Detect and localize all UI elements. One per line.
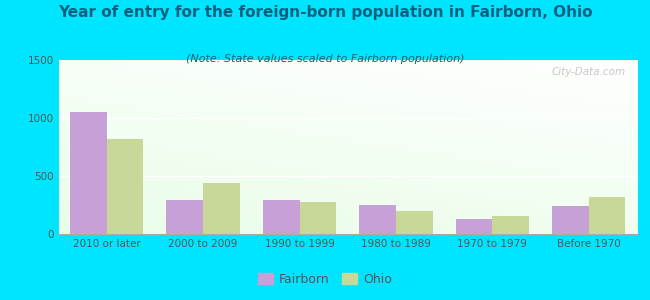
Bar <box>493 216 529 234</box>
Text: City-Data.com: City-Data.com <box>551 67 625 77</box>
Bar <box>456 219 493 234</box>
Legend: Fairborn, Ohio: Fairborn, Ohio <box>253 268 397 291</box>
Text: Year of entry for the foreign-born population in Fairborn, Ohio: Year of entry for the foreign-born popul… <box>58 4 592 20</box>
Bar <box>166 200 203 234</box>
Bar <box>589 197 625 234</box>
Bar <box>70 112 107 234</box>
Bar <box>300 202 336 234</box>
Bar <box>203 183 240 234</box>
Bar <box>359 205 396 234</box>
Bar <box>263 200 300 234</box>
Bar <box>107 139 144 234</box>
Text: (Note: State values scaled to Fairborn population): (Note: State values scaled to Fairborn p… <box>186 54 464 64</box>
Bar <box>552 206 589 234</box>
Bar <box>396 211 433 234</box>
